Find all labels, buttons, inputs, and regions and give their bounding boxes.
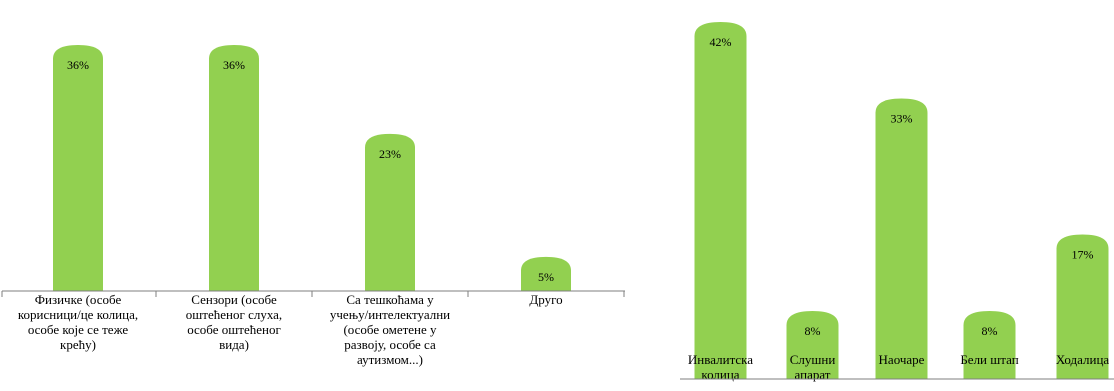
- category-label-2: Сензори (особе оштећеног слуха, особе оште…: [186, 292, 282, 352]
- category-label-1: Физичке (особе корисници/це колица, особе …: [18, 292, 138, 352]
- data-label-3: 33%: [891, 112, 913, 126]
- category-label-4: Друго: [529, 292, 562, 307]
- category-label-3: Са тешкоћама у учењу/интелектуални (особе …: [330, 292, 450, 367]
- data-label-5: 17%: [1072, 248, 1094, 262]
- data-label-3: 23%: [379, 147, 401, 161]
- data-label-2: 36%: [223, 58, 245, 72]
- bar-2: [786, 311, 839, 379]
- bar-1: [694, 22, 747, 379]
- bar-3: [365, 133, 415, 291]
- category-label-4: Бели штап: [960, 352, 1018, 367]
- data-label-4: 5%: [538, 270, 554, 284]
- category-label-3: Наочаре: [879, 352, 925, 367]
- bar-3: [875, 98, 928, 379]
- data-label-2: 8%: [805, 324, 821, 338]
- data-label-1: 36%: [67, 58, 89, 72]
- bar-5: [1056, 234, 1109, 379]
- bar-4: [963, 311, 1016, 379]
- category-label-1: Инвалитска колица: [688, 352, 753, 382]
- bar-2: [209, 45, 259, 292]
- chart-disability-types: 36% Физичке (особе корисници/це колица, осо…: [1, 45, 625, 367]
- category-label-2: Слушни апарат: [790, 352, 836, 382]
- bar-4: [521, 256, 571, 291]
- data-label-4: 8%: [982, 324, 998, 338]
- category-label-5: Ходалица: [1056, 352, 1110, 367]
- bar-1: [53, 45, 103, 292]
- data-label-1: 42%: [710, 35, 732, 49]
- chart-aids-used: 42% Инвалитска колица 8% Слушни апарат 33% Наоч…: [680, 22, 1114, 382]
